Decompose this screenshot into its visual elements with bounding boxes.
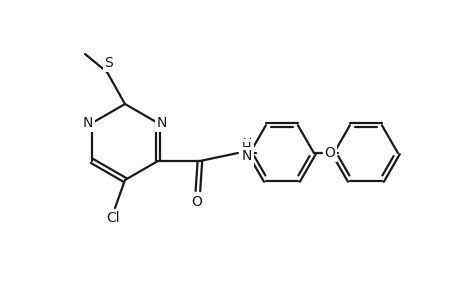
Text: N: N [241, 149, 252, 163]
Text: Cl: Cl [106, 211, 119, 225]
Text: N: N [157, 116, 167, 130]
Text: O: O [324, 146, 335, 160]
Text: S: S [104, 56, 113, 70]
Text: H
N: H N [243, 137, 252, 165]
Text: H: H [242, 140, 251, 154]
Text: N: N [83, 116, 93, 130]
Text: O: O [191, 195, 202, 209]
